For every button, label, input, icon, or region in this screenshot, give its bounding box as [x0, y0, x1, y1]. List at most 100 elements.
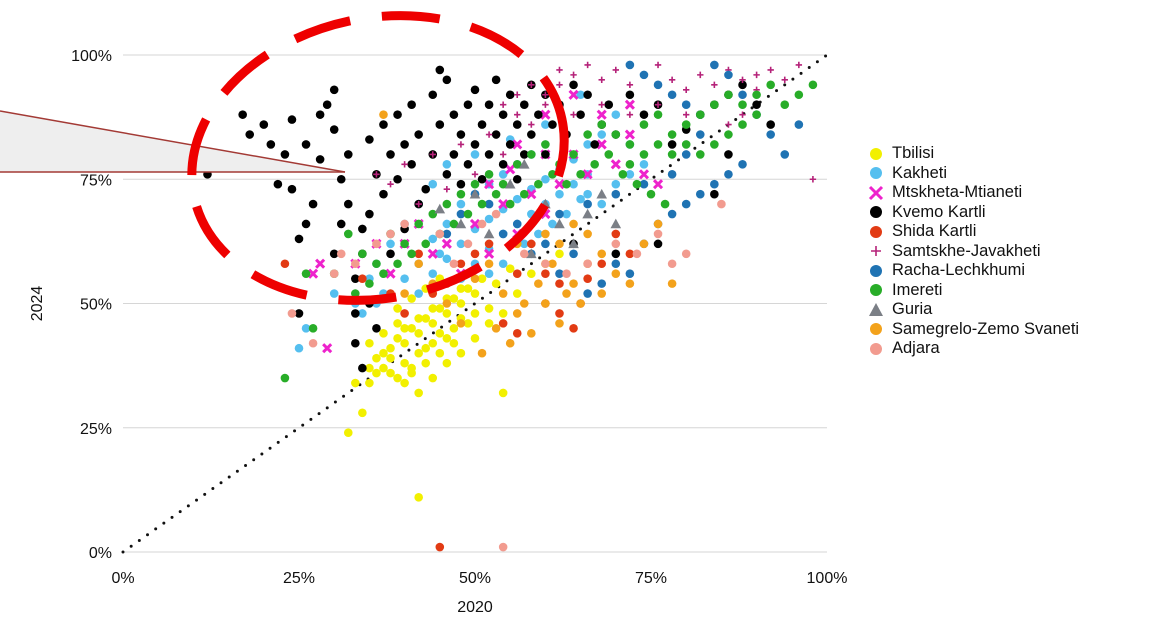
data-point	[407, 368, 416, 378]
data-point	[273, 179, 283, 189]
data-point	[519, 189, 529, 199]
data-point	[639, 179, 649, 189]
data-point	[541, 140, 550, 149]
data-point	[610, 218, 622, 229]
data-point	[526, 248, 537, 259]
data-point	[379, 269, 388, 278]
legend: Tbilisi Kakheti Mtskheta-Mtianeti Kvemo Kar…	[866, 144, 1079, 359]
legend-item: Kvemo Kartli	[866, 203, 1079, 223]
data-point	[576, 194, 585, 204]
data-point	[470, 274, 480, 283]
data-point	[611, 259, 621, 269]
data-point	[336, 174, 346, 184]
data-point	[449, 259, 459, 269]
data-point	[724, 169, 733, 179]
data-point	[428, 269, 438, 278]
data-point	[294, 234, 304, 244]
data-point	[449, 219, 459, 229]
data-point	[611, 130, 621, 139]
data-point	[457, 141, 465, 148]
data-point	[512, 174, 522, 184]
data-point	[308, 324, 318, 333]
data-point	[512, 160, 522, 169]
data-point	[491, 189, 501, 199]
data-point	[667, 209, 677, 219]
data-point	[427, 248, 438, 259]
data-point	[449, 110, 459, 119]
data-point	[351, 378, 360, 388]
data-point	[485, 131, 493, 138]
data-point	[435, 229, 445, 239]
data-point	[505, 338, 515, 348]
data-point	[379, 110, 388, 119]
data-point	[400, 309, 409, 318]
data-point	[484, 179, 495, 190]
data-point	[582, 169, 593, 180]
data-point	[484, 150, 494, 159]
data-point	[667, 150, 677, 159]
data-point	[569, 279, 578, 288]
callout-edge-top	[0, 110, 346, 173]
data-point	[752, 110, 761, 119]
data-point	[329, 249, 339, 259]
data-point	[435, 348, 445, 358]
data-point	[498, 229, 508, 239]
data-point	[329, 289, 339, 298]
data-point	[456, 239, 466, 249]
data-point	[393, 373, 402, 383]
data-point	[681, 100, 691, 109]
legend-marker-shape	[870, 147, 882, 160]
data-point	[414, 219, 423, 229]
data-point	[477, 348, 487, 358]
data-point	[611, 110, 621, 119]
data-point	[498, 542, 508, 552]
data-points	[203, 60, 818, 552]
data-point	[738, 100, 747, 109]
data-point	[583, 130, 592, 139]
data-point	[646, 189, 656, 199]
data-point	[456, 319, 466, 328]
data-point	[597, 130, 607, 139]
data-point	[358, 309, 367, 318]
data-point	[287, 115, 297, 124]
data-point	[435, 65, 445, 75]
data-point	[491, 209, 501, 219]
data-point	[435, 542, 445, 552]
data-point	[611, 229, 621, 239]
legend-marker-icon	[866, 263, 886, 279]
data-point	[541, 239, 550, 249]
data-point	[527, 150, 536, 159]
data-point	[604, 100, 614, 109]
data-point	[400, 239, 409, 249]
data-point	[470, 85, 480, 95]
data-point	[463, 284, 473, 293]
data-point	[568, 238, 579, 249]
data-point	[280, 259, 290, 269]
data-point	[421, 343, 431, 353]
data-point	[498, 259, 508, 269]
data-point	[442, 333, 452, 343]
data-point	[625, 249, 635, 259]
data-point	[660, 199, 670, 209]
data-point	[725, 121, 732, 128]
data-point	[498, 388, 508, 398]
data-point	[528, 121, 535, 128]
data-point	[639, 70, 649, 80]
data-point	[632, 249, 642, 259]
data-point	[470, 150, 480, 159]
data-point	[667, 140, 677, 149]
data-point	[456, 348, 466, 358]
data-point	[794, 90, 804, 100]
data-point	[596, 188, 608, 199]
data-point	[739, 76, 746, 84]
data-point	[611, 269, 621, 278]
data-point	[534, 229, 543, 239]
data-point	[652, 179, 664, 190]
legend-label: Samtskhe-Javakheti	[892, 241, 1041, 260]
data-point	[638, 169, 650, 180]
data-point	[596, 139, 607, 150]
data-point	[442, 75, 452, 85]
data-point	[400, 274, 409, 283]
data-point	[576, 169, 585, 179]
data-point	[710, 140, 719, 149]
